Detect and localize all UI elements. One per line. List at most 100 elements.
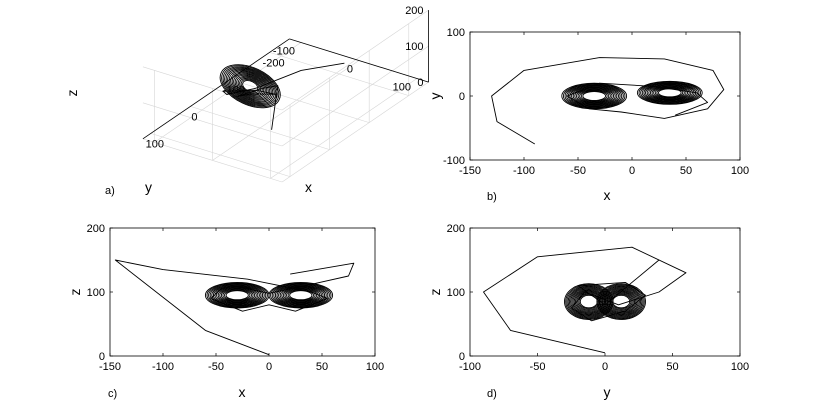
panel-d-xlabel: y [604, 384, 611, 400]
panel-c-attractor-loop [270, 282, 332, 308]
panel-c-attractor-loop [286, 288, 316, 302]
panel-a-grid-line [281, 9, 429, 111]
panel-c-attractor-loop [222, 288, 252, 302]
panel-a-attractor-loop [237, 76, 263, 96]
panel-a-trajectory [219, 62, 345, 130]
panel-b-attractor-loop [645, 83, 695, 102]
panel-c-attractor-loop [216, 286, 259, 304]
panel-c-attractor-loop [208, 283, 267, 308]
panel-b-attractor-loop [579, 89, 610, 103]
panel-a-attractor-loop [227, 69, 274, 103]
panel-b-attractor-loop [574, 87, 615, 105]
panel-b-attractor-loop [640, 81, 700, 104]
panel-b-attractor-loop [562, 83, 626, 109]
panel-d-attractor-loop [607, 291, 636, 312]
panel-c-attractor-loop [224, 289, 251, 301]
panel-b-attractor-loop [638, 81, 702, 105]
panel-c-attractor-loop [217, 287, 257, 304]
panel-a-attractor-loop [231, 72, 269, 100]
panel-b-attractor-loop [646, 84, 693, 102]
panel-c-attractor-loop [281, 287, 321, 304]
panel-a-grid-line [212, 60, 360, 161]
panel-b-attractor-loop [569, 85, 619, 107]
panel-d-attractor-loop [606, 290, 637, 313]
panel-c-xtick-label: 50 [316, 361, 328, 373]
panel-d-attractor-loop [611, 293, 632, 310]
panel-d-xtick-label: 50 [666, 361, 678, 373]
panel-c-attractor-loop [278, 285, 324, 305]
panel-a-xtick-label: -200 [263, 57, 285, 69]
panel-c-attractor-loop [268, 281, 334, 309]
panel-a-xtick-label: -100 [223, 84, 245, 96]
panel-c-attractor-loop [225, 290, 249, 301]
panel-a-y-axis [289, 38, 429, 83]
panel-c-xtick-label: -100 [152, 361, 174, 373]
panel-b-attractor-loop [643, 83, 697, 103]
panel-d-attractor-loop [597, 284, 645, 320]
panel-a-attractor-loop [221, 65, 280, 108]
panel-c-xtick-label: 0 [266, 361, 272, 373]
panel-d-ytick-label: 0 [459, 351, 465, 363]
panel-a-attractor-loop [225, 68, 275, 104]
panel-b-attractor-loop [572, 87, 616, 105]
panel-a-grid-line [270, 78, 418, 179]
panel-a-xtick-label: 100 [146, 138, 164, 150]
panel-d-trajectory [483, 246, 687, 354]
panel-a-grid-line [281, 81, 429, 183]
panel-a-attractor-loop [228, 70, 272, 102]
panel-d-attractor-loop [603, 288, 639, 315]
panel-d-attractor-loop [608, 292, 634, 312]
panel-c-attractor-loop [287, 289, 314, 301]
panel-d-attractor-loop [598, 285, 644, 319]
panel-c-ytick-label: 100 [87, 287, 105, 299]
panel-b-ylabel: y [427, 93, 443, 100]
panel-c-attractor-loop [212, 285, 262, 306]
panel-c-attractor-loop [220, 288, 254, 303]
panel-b-xtick-label: 100 [731, 165, 749, 177]
panel-b-ytick-label: -100 [443, 155, 465, 167]
panel-c-label: c) [108, 388, 117, 400]
panel-d-xtick-label: -50 [530, 361, 546, 373]
panel-a-xlabel: x [305, 179, 312, 195]
panel-b-attractor-loop [582, 91, 606, 101]
panel-b-attractor-loop [567, 85, 621, 107]
panel-d-attractor-loop [579, 294, 598, 309]
panel-c-attractor-loop [284, 288, 318, 303]
panel-c-frame [109, 227, 376, 357]
panel-a-label: a) [105, 185, 115, 197]
panel-b-attractor-loop [577, 89, 611, 103]
panel-a-attractor-loop [239, 77, 262, 95]
panel-a-attractor-loop [240, 79, 260, 94]
panel-b-attractor-loop [561, 82, 628, 110]
panel-c-attractor-loop [289, 290, 313, 301]
panel-b-ytick-label: 0 [459, 91, 465, 103]
panel-a-attractor-loop [230, 71, 271, 101]
panel-d-attractor-loop [601, 286, 642, 317]
panel-a-ytick-label: 0 [347, 64, 353, 76]
panel-b-attractor-loop [648, 84, 692, 101]
panel-b-attractor-loop [641, 82, 698, 104]
panel-b-attractor-loop [653, 86, 687, 100]
panel-d-attractor-loop [578, 293, 599, 310]
panel-b-xtick-label: 50 [680, 165, 692, 177]
panel-a-ztick-label: 100 [405, 41, 423, 53]
panel-b-attractor-loop [651, 86, 689, 100]
panel-d-attractor-loop [596, 283, 646, 320]
panel-b-attractor-loop [566, 84, 623, 108]
panel-b-xtick-label: -100 [513, 165, 535, 177]
panel-a-attractor-loop [242, 80, 259, 93]
panel-c-attractor-loop [211, 284, 264, 306]
panel-a-ztick-label: 0 [417, 77, 423, 89]
panel-d-ylabel: z [427, 289, 443, 296]
panel-b-attractor-loop [580, 90, 608, 102]
panel-a-ylabel: y [145, 179, 152, 195]
panel-d-attractor-loop [600, 285, 643, 318]
panel-c-attractor-loop [282, 287, 319, 303]
panel-b-attractor-loop [575, 88, 613, 104]
panel-c-ytick-label: 0 [99, 351, 105, 363]
panel-a-ytick-label: -100 [273, 46, 295, 58]
panel-d-yz-plot: -100 -50 0 50 100 0 100 200 d) y z [427, 223, 749, 400]
panel-b-xtick-label: 0 [629, 165, 635, 177]
